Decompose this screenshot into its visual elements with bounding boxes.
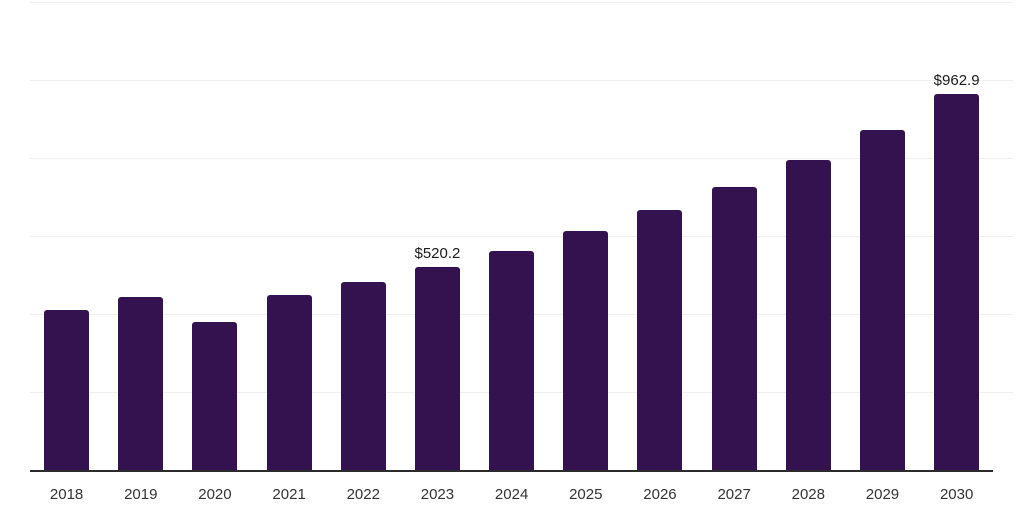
x-tick-label-2025: 2025 bbox=[569, 486, 603, 503]
bar-2023 bbox=[414, 267, 460, 470]
bar-2020 bbox=[192, 322, 238, 470]
bar-2027 bbox=[711, 186, 757, 470]
x-tick-label-2027: 2027 bbox=[717, 486, 751, 503]
x-tick-label-2019: 2019 bbox=[124, 486, 158, 503]
bar-2025 bbox=[563, 231, 609, 470]
bar-2028 bbox=[785, 159, 831, 470]
x-tick-label-2022: 2022 bbox=[346, 486, 380, 503]
bar-2029 bbox=[859, 129, 905, 470]
bar-2021 bbox=[266, 294, 312, 470]
x-tick-label-2021: 2021 bbox=[272, 486, 306, 503]
gridline bbox=[30, 2, 1013, 3]
data-label-2023: $520.2 bbox=[414, 245, 461, 263]
bar-2018 bbox=[44, 310, 90, 470]
data-label-2030: $962.9 bbox=[933, 72, 980, 90]
x-tick-label-2023: 2023 bbox=[420, 486, 455, 503]
x-tick-label-2028: 2028 bbox=[791, 486, 825, 503]
x-tick-label-2018: 2018 bbox=[49, 486, 84, 503]
bar-2024 bbox=[489, 250, 535, 470]
gridline bbox=[30, 80, 1013, 81]
bar-2026 bbox=[637, 209, 683, 470]
bar-2019 bbox=[118, 296, 164, 470]
bar-2030 bbox=[934, 94, 980, 470]
bar-2022 bbox=[340, 282, 386, 470]
x-tick-label-2024: 2024 bbox=[494, 486, 529, 503]
gridline bbox=[30, 236, 1013, 237]
x-tick-label-2030: 2030 bbox=[939, 486, 974, 503]
x-tick-label-2026: 2026 bbox=[643, 486, 677, 503]
gridline bbox=[30, 158, 1013, 159]
x-tick-label-2029: 2029 bbox=[865, 486, 900, 503]
x-axis-line bbox=[30, 470, 993, 472]
x-tick-label-2020: 2020 bbox=[198, 486, 232, 503]
